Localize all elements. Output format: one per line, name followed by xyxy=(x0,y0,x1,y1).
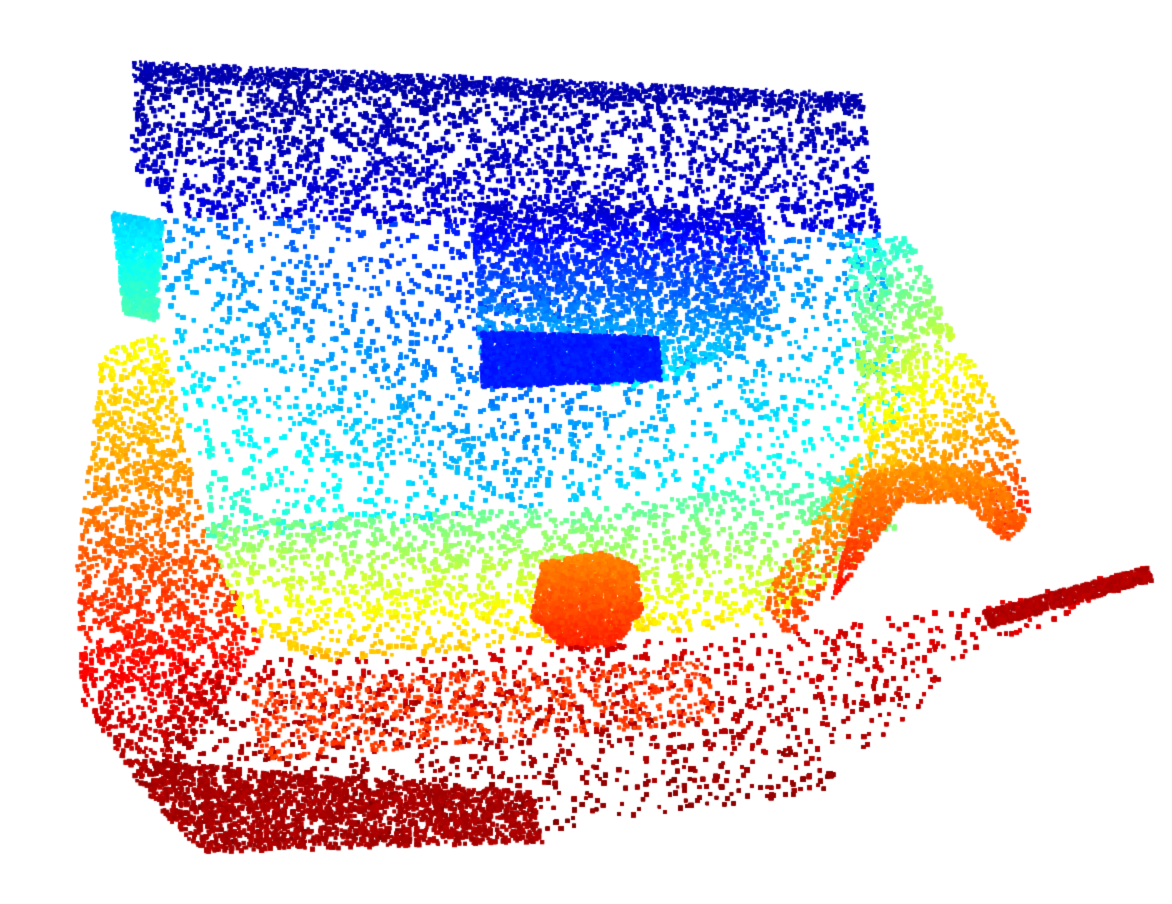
point-cloud-room-render xyxy=(0,0,1172,904)
